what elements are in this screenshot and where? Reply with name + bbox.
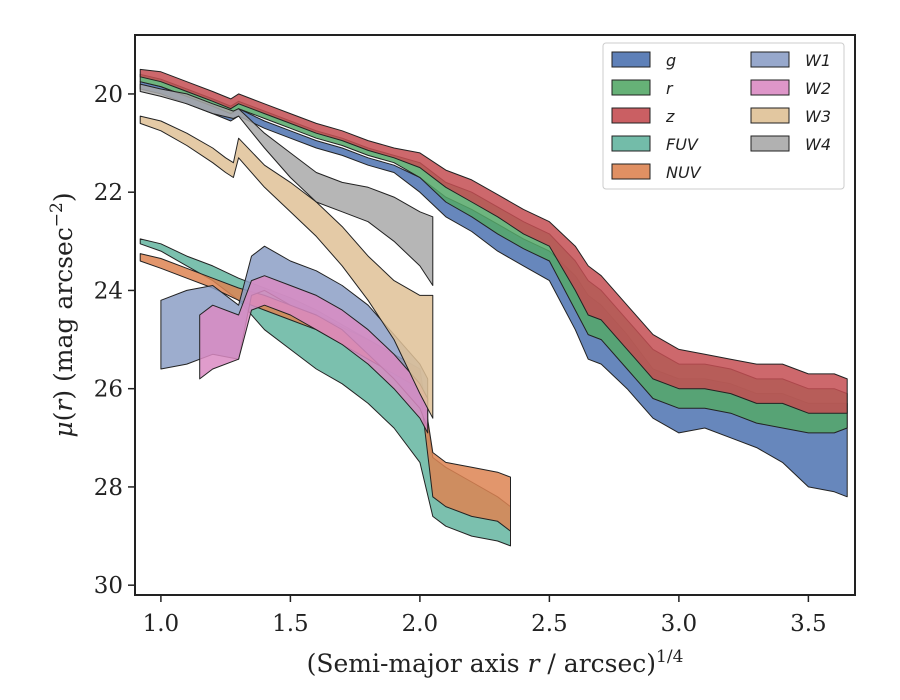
band-w4 — [139, 83, 434, 286]
plot-frame — [134, 34, 856, 596]
legend-label-w4: W4 — [805, 135, 831, 154]
legend: grz FUV NUV W1 W2 W3 W4 — [602, 42, 845, 190]
legend-swatch-fuv — [611, 135, 651, 152]
y-tick-label: 24 — [94, 278, 123, 304]
series-bands — [139, 68, 848, 547]
x-axis-label: (Semi-major axis r / arcsec)1/4 — [307, 647, 684, 678]
legend-swatch-w4 — [750, 135, 790, 152]
y-tick-label: 30 — [94, 573, 123, 599]
legend-label-w3: W3 — [805, 107, 831, 126]
x-tick-label: 1.0 — [143, 611, 180, 637]
legend-label-z: z — [665, 107, 675, 126]
band-w3 — [139, 115, 434, 419]
legend-swatch-g — [611, 51, 651, 68]
legend-swatch-r — [611, 79, 651, 96]
legend-swatch-w3 — [750, 107, 790, 124]
band-w2 — [199, 275, 429, 434]
legend-swatch-w1 — [750, 51, 790, 68]
legend-label-r: r — [666, 79, 674, 98]
x-tick-label: 1.5 — [272, 611, 309, 637]
legend-swatch-z — [611, 107, 651, 124]
y-tick-label: 26 — [94, 377, 123, 403]
y-tick-label: 22 — [94, 180, 123, 206]
legend-label-w1: W1 — [805, 51, 831, 70]
y-tick-label: 20 — [94, 82, 123, 108]
legend-label-w2: W2 — [805, 79, 831, 98]
legend-label-fuv: FUV — [666, 135, 699, 154]
y-axis-label: μ(r) (mag arcsec−2) — [47, 192, 78, 437]
legend-label-g: g — [666, 51, 676, 70]
x-tick-label: 2.0 — [402, 611, 439, 637]
x-tick-label: 2.5 — [531, 611, 568, 637]
x-tick-label: 3.5 — [790, 611, 827, 637]
legend-swatch-w2 — [750, 79, 790, 96]
legend-label-nuv: NUV — [666, 163, 702, 182]
x-tick-label: 3.0 — [661, 611, 698, 637]
legend-swatch-nuv — [611, 163, 651, 180]
y-tick-label: 28 — [94, 475, 123, 501]
band-z — [139, 68, 848, 414]
x-axis-ticks: 1.0 1.5 2.0 2.5 3.0 3.5 — [143, 595, 827, 637]
y-axis-ticks: 20 22 24 26 28 30 — [94, 82, 135, 599]
